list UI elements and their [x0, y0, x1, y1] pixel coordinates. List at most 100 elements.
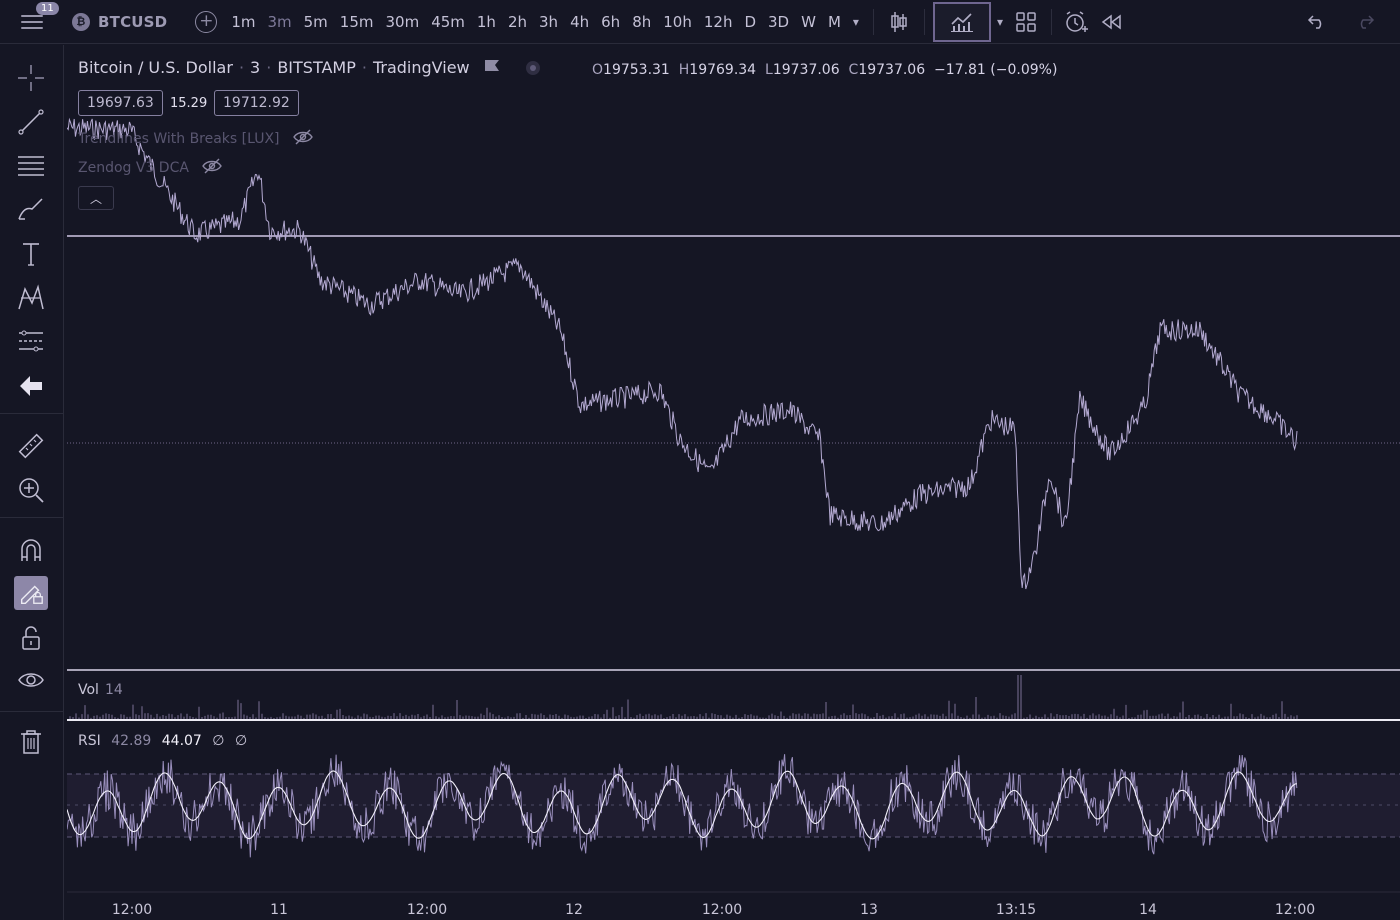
indicators-button[interactable] — [932, 1, 991, 42]
eye-off-icon[interactable] — [201, 158, 223, 178]
main-menu-button[interactable]: 11 — [12, 0, 59, 44]
pattern-tool[interactable] — [14, 281, 48, 315]
timeframe-8h[interactable]: 8h — [632, 12, 652, 31]
timeframe-10h[interactable]: 10h — [663, 12, 692, 31]
text-icon — [23, 243, 39, 266]
timeframe-D[interactable]: D — [744, 12, 757, 31]
timeframe-12h[interactable]: 12h — [703, 12, 733, 31]
zoom-in-icon — [19, 478, 44, 503]
timeframe-3D[interactable]: 3D — [768, 12, 790, 31]
symbol-source: TradingView — [372, 58, 470, 77]
chart-canvas[interactable] — [67, 48, 1400, 920]
replay-button[interactable] — [1094, 5, 1128, 39]
zoom-tool[interactable] — [14, 473, 48, 507]
lock-drawings-tool[interactable] — [14, 621, 48, 655]
magnet-tool[interactable] — [14, 533, 48, 567]
time-axis-label: 12:00 — [1274, 902, 1316, 918]
pattern-icon — [18, 284, 44, 310]
change-value: −17.81 (−0.09%) — [934, 62, 1058, 78]
top-toolbar: 11 ₿ BTCUSD + 1m 3m 5m 15m 30m 45m 1h 2h… — [0, 0, 1400, 44]
rsi-name: RSI — [78, 733, 101, 749]
rsi-legend[interactable]: RSI 42.89 44.07 ∅ ∅ — [78, 733, 247, 749]
remove-drawings-tool[interactable] — [14, 725, 48, 759]
rsi-ma-value: 44.07 — [161, 733, 202, 749]
toolbar-divider — [0, 711, 63, 712]
unlock-icon — [22, 626, 40, 650]
timeframe-5m[interactable]: 5m — [303, 12, 328, 31]
create-alert-button[interactable] — [1060, 5, 1094, 39]
timeframe-1m[interactable]: 1m — [231, 12, 256, 31]
redo-button[interactable] — [1348, 5, 1382, 39]
toolbar-divider — [923, 8, 925, 35]
timeframe-3m[interactable]: 3m — [267, 12, 292, 31]
hide-drawings-tool[interactable] — [14, 663, 48, 697]
time-axis-label: 12:00 — [701, 902, 743, 918]
indicators-chevron-down-icon[interactable]: ▾ — [996, 14, 1003, 29]
timeframe-30m[interactable]: 30m — [385, 12, 420, 31]
timeframe-selector: 1m 3m 5m 15m 30m 45m 1h 2h 3h 4h 6h 8h 1… — [225, 0, 865, 44]
high-value: 19769.34 — [689, 62, 757, 78]
flag-icon[interactable] — [484, 58, 500, 77]
trend-line-tool[interactable] — [14, 105, 48, 139]
timeframe-2h[interactable]: 2h — [507, 12, 528, 31]
eye-off-icon[interactable] — [292, 129, 314, 149]
forecast-icon — [19, 330, 43, 352]
timeframe-W[interactable]: W — [801, 12, 816, 31]
rsi-empty-value: ∅ — [234, 733, 248, 749]
symbol-legend[interactable]: Bitcoin / U.S. Dollar · 3 · BITSTAMP · Trad… — [78, 58, 540, 77]
indicator-name: Trendlines With Breaks [LUX] — [78, 131, 280, 147]
timeframe-4h[interactable]: 4h — [570, 12, 590, 31]
timeframe-3h[interactable]: 3h — [539, 12, 559, 31]
toolbar-divider — [872, 8, 874, 35]
stay-in-drawing-mode-tool[interactable] — [14, 576, 48, 610]
collapse-legend-button[interactable]: ︿ — [78, 186, 114, 210]
indicator-legend-zendog[interactable]: Zendog V3 DCA — [78, 158, 223, 178]
fib-tool[interactable] — [14, 149, 48, 183]
brush-tool[interactable] — [14, 193, 48, 227]
market-status-icon[interactable] — [525, 60, 540, 75]
volume-legend[interactable]: Vol 14 — [78, 682, 123, 698]
fib-retracement-icon — [18, 156, 44, 176]
toolbar-divider — [0, 517, 63, 518]
candles-icon — [891, 11, 907, 32]
crosshair-icon — [18, 65, 44, 91]
compare-symbol-button[interactable]: + — [195, 10, 218, 33]
time-axis-label: 13 — [860, 902, 878, 918]
timeframe-45m[interactable]: 45m — [431, 12, 465, 31]
layout-button[interactable] — [1009, 5, 1043, 39]
indicator-legend-trendlines[interactable]: Trendlines With Breaks [LUX] — [78, 129, 314, 149]
rewind-icon — [1101, 14, 1121, 29]
eye-icon — [18, 673, 44, 687]
rsi-series — [67, 754, 1298, 858]
brush-icon — [18, 198, 43, 220]
back-arrow-tool[interactable] — [14, 369, 48, 403]
forecast-tool[interactable] — [14, 325, 48, 359]
timeframe-6h[interactable]: 6h — [601, 12, 621, 31]
sell-price-button[interactable]: 19697.63 — [78, 90, 163, 116]
time-axis-label: 12:00 — [406, 902, 448, 918]
symbol-search-button[interactable]: ₿ BTCUSD — [72, 12, 167, 31]
undo-button[interactable] — [1300, 5, 1334, 39]
close-value: 19737.06 — [858, 62, 926, 78]
timeframe-M[interactable]: M — [827, 12, 841, 31]
timeframe-1h[interactable]: 1h — [476, 12, 496, 31]
volume-series — [69, 675, 1298, 719]
time-axis-label: 12:00 — [111, 902, 153, 918]
chevron-up-icon: ︿ — [89, 191, 102, 206]
buy-price-button[interactable]: 19712.92 — [214, 90, 299, 116]
bar-style-button[interactable] — [882, 5, 916, 39]
time-axis-label: 14 — [1139, 902, 1157, 918]
crosshair-tool[interactable] — [14, 61, 48, 95]
timeframe-more-chevron-down-icon[interactable]: ▾ — [852, 14, 859, 29]
text-tool[interactable] — [14, 237, 48, 271]
time-axis-label: 11 — [270, 902, 288, 918]
indicator-name: Zendog V3 DCA — [78, 160, 189, 176]
ohlc-values: O19753.31 H19769.34 L19737.06 C19737.06 … — [592, 62, 1058, 78]
trash-icon — [21, 730, 41, 754]
price-series — [67, 117, 1298, 590]
toolbar-divider — [0, 413, 63, 414]
measure-tool[interactable] — [14, 429, 48, 463]
grid-layout-icon — [1016, 11, 1036, 32]
arrow-left-icon — [20, 376, 42, 396]
timeframe-15m[interactable]: 15m — [339, 12, 374, 31]
